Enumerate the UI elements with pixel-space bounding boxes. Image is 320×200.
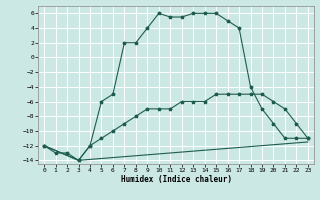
X-axis label: Humidex (Indice chaleur): Humidex (Indice chaleur) (121, 175, 231, 184)
